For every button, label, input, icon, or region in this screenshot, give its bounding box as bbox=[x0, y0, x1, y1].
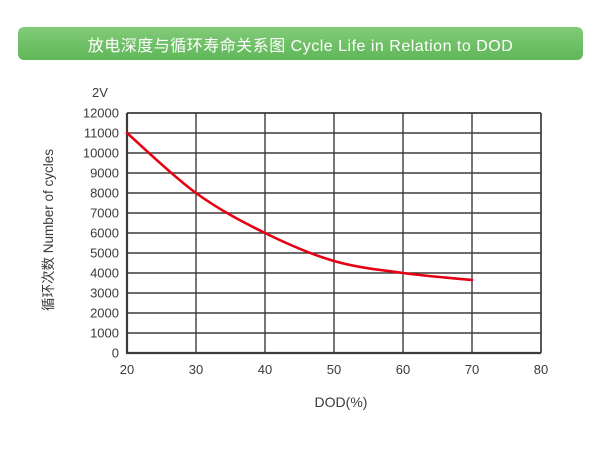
x-axis-title: DOD(%) bbox=[314, 394, 368, 410]
y-tick-label: 1000 bbox=[90, 326, 119, 341]
y-tick-label: 0 bbox=[112, 346, 119, 361]
x-tick-label: 70 bbox=[465, 362, 479, 377]
chart-title: 放电深度与循环寿命关系图 Cycle Life in Relation to D… bbox=[87, 37, 514, 55]
y-axis-title: 循环次数 Number of cycles bbox=[41, 148, 56, 312]
y-tick-label: 6000 bbox=[90, 226, 119, 241]
y-tick-label: 3000 bbox=[90, 286, 119, 301]
y-tick-label: 7000 bbox=[90, 206, 119, 221]
y-tick-label: 11000 bbox=[84, 126, 119, 141]
y-tick-label: 5000 bbox=[90, 246, 119, 261]
x-tick-label: 40 bbox=[258, 362, 272, 377]
series-annotation-2v: 2V bbox=[92, 85, 108, 100]
y-tick-label: 12000 bbox=[83, 106, 119, 121]
x-tick-label: 60 bbox=[396, 362, 410, 377]
x-tick-label: 50 bbox=[327, 362, 341, 377]
cycle-life-curve bbox=[125, 131, 474, 282]
x-tick-label: 80 bbox=[534, 362, 548, 377]
chart-title-banner: 放电深度与循环寿命关系图 Cycle Life in Relation to D… bbox=[18, 27, 583, 60]
y-tick-label: 10000 bbox=[83, 146, 119, 161]
x-tick-label: 20 bbox=[120, 362, 134, 377]
y-tick-label: 2000 bbox=[90, 306, 119, 321]
y-tick-label: 9000 bbox=[90, 166, 119, 181]
y-tick-label: 4000 bbox=[90, 266, 119, 281]
x-tick-label: 30 bbox=[189, 362, 203, 377]
y-tick-label: 8000 bbox=[90, 186, 119, 201]
